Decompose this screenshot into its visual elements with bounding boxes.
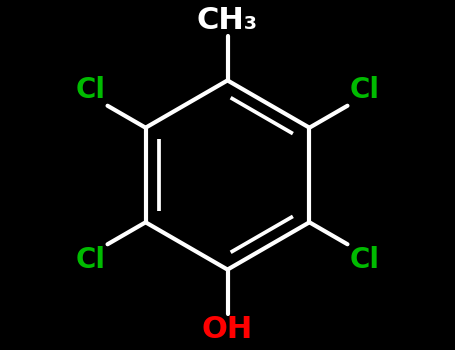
Text: CH₃: CH₃	[197, 6, 258, 35]
Text: OH: OH	[202, 315, 253, 344]
Text: Cl: Cl	[349, 76, 379, 104]
Text: Cl: Cl	[349, 246, 379, 274]
Text: Cl: Cl	[76, 246, 106, 274]
Text: Cl: Cl	[76, 76, 106, 104]
